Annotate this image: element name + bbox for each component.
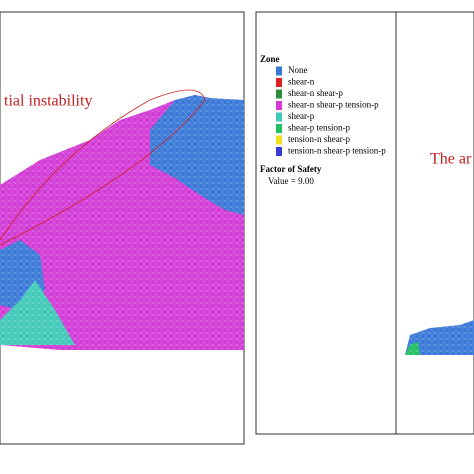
mesh	[405, 318, 474, 355]
legend-swatch	[276, 78, 282, 87]
fos-value: Value = 9.00	[268, 176, 314, 186]
fos-title: Factor of Safety	[260, 164, 322, 174]
legend-swatch	[276, 135, 282, 145]
legend-label: None	[288, 65, 308, 75]
annotation: The ar	[430, 151, 472, 168]
legend-swatch	[276, 147, 282, 156]
slip-curve	[0, 89, 206, 246]
legend-label: tension-n shear-p tension-p	[288, 146, 386, 156]
mesh	[0, 90, 244, 350]
panel-frame	[255, 11, 474, 435]
legend-swatch	[276, 112, 282, 122]
legend-label: shear-n shear-p	[288, 88, 343, 98]
legend-swatch	[276, 101, 282, 110]
legend-title: Zone	[260, 54, 280, 64]
legend-label: tension-n shear-p	[288, 134, 351, 144]
legend-swatch	[276, 66, 282, 76]
legend-label: shear-n	[288, 77, 315, 87]
legend-label: shear-p	[288, 111, 315, 121]
annotation: tial instability	[4, 93, 92, 110]
left-panel: tial instability	[0, 11, 245, 445]
legend-swatch	[276, 124, 282, 133]
legend-label: shear-n shear-p tension-p	[288, 100, 379, 110]
legend-label: shear-p tension-p	[288, 123, 351, 133]
legend-swatch	[276, 89, 282, 99]
